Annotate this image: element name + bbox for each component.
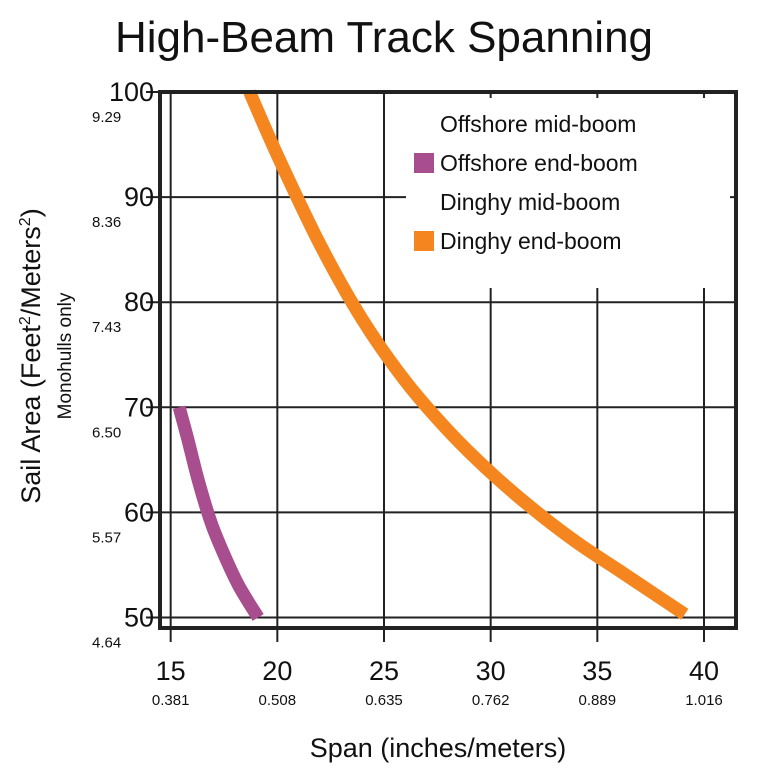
- legend-label: Dinghy mid-boom: [440, 189, 620, 215]
- x-tick-label: 25: [369, 656, 399, 686]
- y-tick-label: 80: [124, 287, 154, 317]
- series-line-0: [172, 405, 264, 621]
- y-tick-sublabel: 7.43: [92, 319, 121, 336]
- y-axis-label: Sail Area (Feet2/Meters2): [16, 208, 46, 503]
- x-tick-sublabel: 0.889: [579, 692, 617, 709]
- plot-frame: [158, 90, 738, 630]
- y-tick-sublabel: 6.50: [92, 424, 121, 441]
- legend-swatch: [414, 153, 434, 173]
- y-tick-sublabel: 9.29: [92, 109, 121, 126]
- y-tick-sublabel: 5.57: [92, 529, 121, 546]
- x-tick-label: 40: [689, 656, 719, 686]
- y-tick-label: 50: [124, 602, 154, 632]
- x-tick-sublabel: 0.762: [472, 692, 510, 709]
- legend-box: [406, 98, 730, 288]
- x-tick-label: 35: [582, 656, 612, 686]
- x-tick-label: 15: [156, 656, 186, 686]
- y-tick-sublabel: 4.64: [92, 634, 121, 651]
- y-tick-sublabel: 8.36: [92, 214, 121, 231]
- legend: Offshore mid-boom Offshore end-boom Dinghy…: [406, 98, 730, 288]
- axis-ticks: 15 0.381 20 0.508 25 0.635 30 0.762 35 0.889 40 1.0…: [92, 77, 723, 709]
- legend-label: Dinghy end-boom: [440, 228, 622, 254]
- chart-title: High-Beam Track Spanning: [115, 13, 653, 62]
- series-line-1: [243, 89, 689, 620]
- y-tick-label: 60: [124, 497, 154, 527]
- x-tick-sublabel: 0.508: [259, 692, 297, 709]
- x-tick-label: 20: [262, 656, 292, 686]
- y-axis-sublabel: Monohulls only: [55, 292, 76, 419]
- x-tick-sublabel: 0.635: [365, 692, 403, 709]
- x-tick-sublabel: 0.381: [152, 692, 190, 709]
- legend-swatch: [414, 231, 434, 251]
- legend-label: Offshore end-boom: [440, 150, 638, 176]
- series-lines: [172, 89, 689, 621]
- y-axis-label-group: Sail Area (Feet2/Meters2): [16, 208, 46, 503]
- legend-label: Offshore mid-boom: [440, 111, 636, 137]
- y-tick-label: 100: [109, 77, 154, 107]
- y-tick-label: 70: [124, 392, 154, 422]
- x-tick-sublabel: 1.016: [685, 692, 723, 709]
- x-tick-label: 30: [476, 656, 506, 686]
- x-axis-label: Span (inches/meters): [310, 733, 567, 763]
- y-tick-label: 90: [124, 182, 154, 212]
